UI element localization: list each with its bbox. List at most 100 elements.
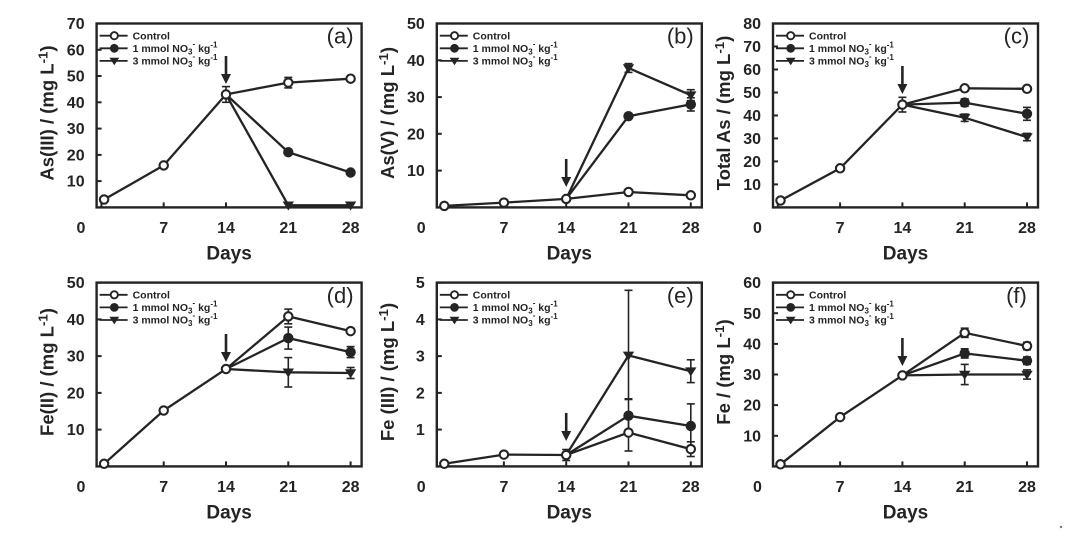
svg-text:20: 20 [743, 154, 761, 171]
svg-text:1 mmol NO3- kg-1: 1 mmol NO3- kg-1 [133, 40, 218, 57]
svg-text:(d): (d) [327, 283, 354, 308]
svg-text:21: 21 [279, 479, 297, 496]
svg-text:1: 1 [416, 422, 425, 439]
svg-text:4: 4 [416, 312, 425, 329]
svg-text:28: 28 [342, 220, 360, 237]
svg-text:7: 7 [499, 479, 508, 496]
svg-text:3 mmol NO3- kg-1: 3 mmol NO3- kg-1 [473, 52, 558, 69]
svg-text:1 mmol NO3- kg-1: 1 mmol NO3- kg-1 [473, 40, 558, 57]
svg-text:3 mmol NO3- kg-1: 3 mmol NO3- kg-1 [809, 52, 894, 69]
svg-text:14: 14 [217, 220, 235, 237]
svg-text:3 mmol NO3- kg-1: 3 mmol NO3- kg-1 [473, 311, 558, 328]
svg-text:30: 30 [743, 131, 761, 148]
svg-text:28: 28 [682, 479, 700, 496]
svg-text:21: 21 [956, 220, 974, 237]
svg-text:50: 50 [67, 69, 85, 86]
svg-text:(f): (f) [1006, 283, 1027, 308]
svg-text:3: 3 [416, 349, 425, 366]
svg-text:As(III) / (mg L-1): As(III) / (mg L-1) [36, 45, 58, 180]
svg-text:Fe(II) / (mg L-1): Fe(II) / (mg L-1) [36, 308, 58, 436]
svg-text:20: 20 [743, 398, 761, 415]
svg-text:30: 30 [407, 90, 425, 107]
svg-text:10: 10 [67, 174, 85, 191]
svg-text:Days: Days [206, 244, 251, 265]
svg-text:21: 21 [956, 479, 974, 496]
svg-text:14: 14 [557, 220, 575, 237]
svg-text:14: 14 [894, 220, 912, 237]
svg-text:Control: Control [809, 30, 846, 42]
svg-text:(c): (c) [1004, 24, 1030, 49]
svg-text:40: 40 [67, 312, 85, 329]
svg-text:1 mmol NO3- kg-1: 1 mmol NO3- kg-1 [133, 299, 218, 316]
svg-text:40: 40 [743, 337, 761, 354]
svg-text:1 mmol NO3- kg-1: 1 mmol NO3- kg-1 [809, 299, 894, 316]
svg-text:0: 0 [77, 479, 86, 496]
svg-text:Total As / (mg L-1): Total As / (mg L-1) [712, 36, 734, 191]
svg-text:3 mmol NO3- kg-1: 3 mmol NO3- kg-1 [809, 311, 894, 328]
svg-text:Days: Days [883, 244, 928, 265]
svg-text:30: 30 [67, 121, 85, 138]
svg-text:30: 30 [743, 367, 761, 384]
svg-text:As(V) / (mg L-1): As(V) / (mg L-1) [376, 47, 398, 179]
svg-text:70: 70 [67, 16, 85, 33]
svg-text:Days: Days [883, 503, 928, 524]
svg-text:3 mmol NO3- kg-1: 3 mmol NO3- kg-1 [133, 311, 218, 328]
svg-text:Days: Days [206, 503, 251, 524]
svg-text:0: 0 [753, 479, 762, 496]
svg-text:(e): (e) [667, 283, 694, 308]
svg-text:21: 21 [620, 479, 638, 496]
svg-text:14: 14 [557, 479, 575, 496]
svg-text:50: 50 [743, 85, 761, 102]
svg-text:20: 20 [67, 386, 85, 403]
svg-text:40: 40 [67, 95, 85, 112]
svg-text:7: 7 [836, 479, 845, 496]
svg-text:Control: Control [133, 290, 170, 302]
svg-text:Fe / (mg L-1): Fe / (mg L-1) [712, 319, 734, 424]
svg-text:3 mmol NO3- kg-1: 3 mmol NO3- kg-1 [133, 52, 218, 69]
svg-text:28: 28 [1018, 220, 1036, 237]
svg-text:7: 7 [499, 220, 508, 237]
svg-text:Days: Days [547, 244, 592, 265]
svg-text:7: 7 [836, 220, 845, 237]
svg-text:28: 28 [342, 479, 360, 496]
svg-text:Fe (III) / (mg L-1): Fe (III) / (mg L-1) [376, 303, 398, 441]
svg-text:(a): (a) [327, 24, 354, 49]
svg-text:7: 7 [159, 220, 168, 237]
svg-text:21: 21 [279, 220, 297, 237]
svg-text:10: 10 [743, 177, 761, 194]
svg-text:28: 28 [1018, 479, 1036, 496]
svg-text:28: 28 [682, 220, 700, 237]
svg-text:Control: Control [473, 30, 510, 42]
svg-text:21: 21 [620, 220, 638, 237]
svg-text:70: 70 [743, 39, 761, 56]
svg-text:Control: Control [473, 290, 510, 302]
svg-text:80: 80 [743, 16, 761, 33]
svg-text:14: 14 [894, 479, 912, 496]
svg-text:30: 30 [67, 349, 85, 366]
svg-text:60: 60 [743, 62, 761, 79]
svg-text:50: 50 [407, 16, 425, 33]
svg-text:60: 60 [67, 42, 85, 59]
svg-text:10: 10 [407, 163, 425, 180]
svg-text:0: 0 [417, 479, 426, 496]
svg-text:0: 0 [753, 220, 762, 237]
svg-text:50: 50 [743, 306, 761, 323]
svg-text:0: 0 [417, 220, 426, 237]
svg-text:1 mmol NO3- kg-1: 1 mmol NO3- kg-1 [473, 299, 558, 316]
svg-text:(b): (b) [667, 24, 694, 49]
svg-text:2: 2 [416, 386, 425, 403]
svg-text:7: 7 [159, 479, 168, 496]
svg-text:14: 14 [217, 479, 235, 496]
svg-text:1 mmol NO3- kg-1: 1 mmol NO3- kg-1 [809, 40, 894, 57]
svg-text:60: 60 [743, 275, 761, 292]
svg-text:40: 40 [743, 108, 761, 125]
svg-text:0: 0 [77, 220, 86, 237]
svg-text:20: 20 [407, 126, 425, 143]
svg-text:40: 40 [407, 53, 425, 70]
svg-text:Control: Control [809, 290, 846, 302]
svg-text:10: 10 [743, 428, 761, 445]
svg-text:Days: Days [547, 503, 592, 524]
svg-text:Control: Control [133, 30, 170, 42]
svg-text:50: 50 [67, 275, 85, 292]
svg-text:5: 5 [416, 275, 425, 292]
